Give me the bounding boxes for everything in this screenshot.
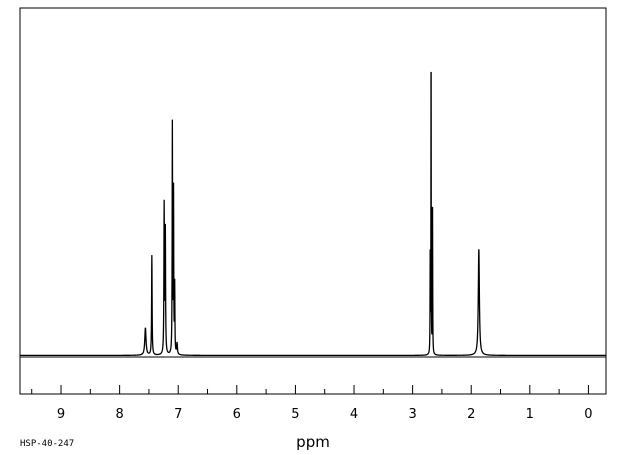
tick-label-8: 8 <box>115 407 123 422</box>
x-axis-tick-labels: 9 8 7 6 5 4 3 2 1 0 <box>57 407 593 422</box>
tick-label-5: 5 <box>291 407 299 422</box>
sample-id-label: HSP-40-247 <box>20 439 74 449</box>
x-axis-title: ppm <box>296 433 330 451</box>
tick-label-2: 2 <box>467 407 475 422</box>
tick-label-6: 6 <box>233 407 241 422</box>
x-axis-ticks <box>31 385 589 394</box>
tick-label-1: 1 <box>526 407 534 422</box>
plot-frame <box>19 7 607 395</box>
tick-label-3: 3 <box>408 407 416 422</box>
tick-label-9: 9 <box>57 407 65 422</box>
tick-label-0: 0 <box>584 407 592 422</box>
spectrum-trace <box>20 71 606 357</box>
tick-label-7: 7 <box>174 407 182 422</box>
tick-label-4: 4 <box>350 407 358 422</box>
